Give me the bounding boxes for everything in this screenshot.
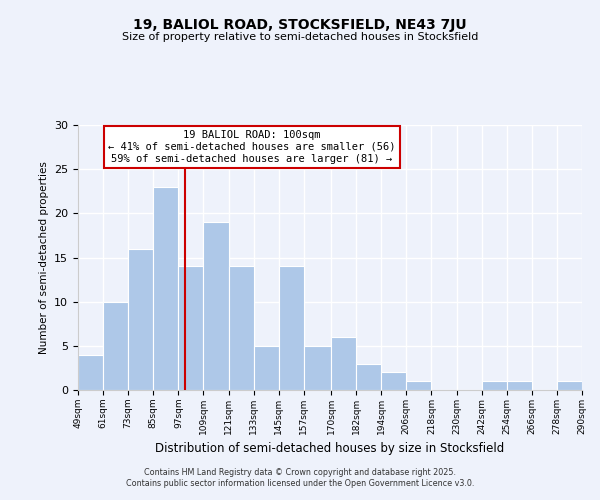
Bar: [557, 381, 582, 390]
Bar: [229, 266, 254, 390]
Bar: [153, 187, 178, 390]
Bar: [507, 381, 532, 390]
Bar: [78, 354, 103, 390]
Text: Size of property relative to semi-detached houses in Stocksfield: Size of property relative to semi-detach…: [122, 32, 478, 42]
Text: Contains HM Land Registry data © Crown copyright and database right 2025.
Contai: Contains HM Land Registry data © Crown c…: [126, 468, 474, 487]
Bar: [356, 364, 381, 390]
Bar: [381, 372, 406, 390]
Bar: [406, 381, 431, 390]
Bar: [103, 302, 128, 390]
Bar: [254, 346, 279, 390]
Bar: [178, 266, 203, 390]
Bar: [128, 248, 153, 390]
Y-axis label: Number of semi-detached properties: Number of semi-detached properties: [38, 161, 49, 354]
Bar: [203, 222, 229, 390]
Text: 19 BALIOL ROAD: 100sqm
← 41% of semi-detached houses are smaller (56)
59% of sem: 19 BALIOL ROAD: 100sqm ← 41% of semi-det…: [108, 130, 395, 164]
Bar: [304, 346, 331, 390]
Bar: [482, 381, 507, 390]
Text: 19, BALIOL ROAD, STOCKSFIELD, NE43 7JU: 19, BALIOL ROAD, STOCKSFIELD, NE43 7JU: [133, 18, 467, 32]
Bar: [279, 266, 304, 390]
X-axis label: Distribution of semi-detached houses by size in Stocksfield: Distribution of semi-detached houses by …: [155, 442, 505, 456]
Bar: [331, 337, 356, 390]
